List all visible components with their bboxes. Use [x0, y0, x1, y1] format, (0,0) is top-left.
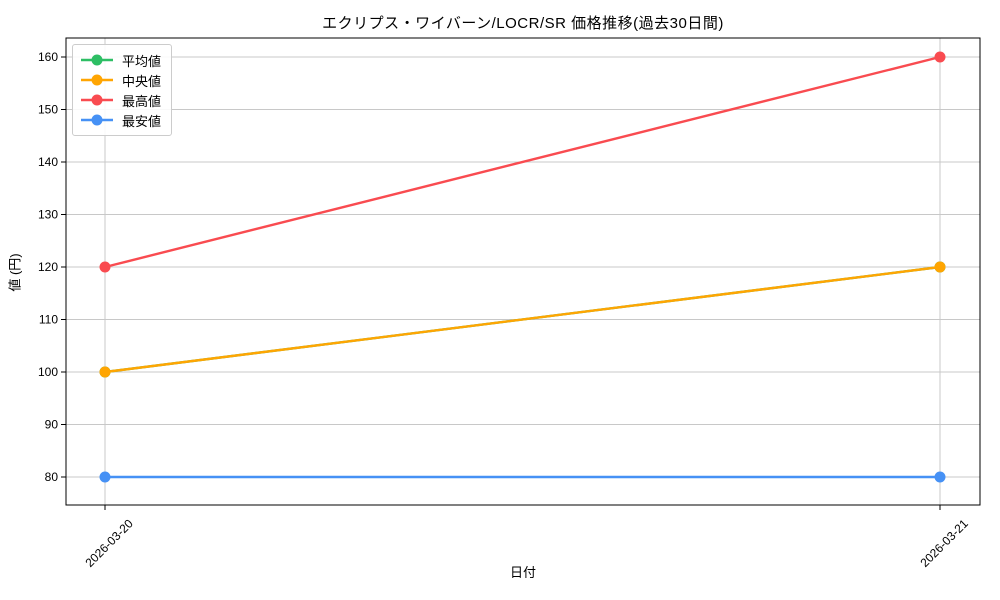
y-tick-label: 90 [45, 418, 59, 432]
series-line-max [103, 55, 942, 269]
series-line-median [103, 265, 942, 374]
gridlines [66, 38, 980, 505]
y-tick-label: 80 [45, 470, 59, 484]
series-max [99, 51, 946, 273]
y-tick-label: 140 [38, 155, 58, 169]
legend-swatch-median [81, 74, 113, 86]
legend-item-mean: 平均値 [80, 50, 161, 70]
legend-swatch-mean [81, 54, 113, 66]
y-tick-label: 110 [39, 313, 58, 327]
series-marker-max [934, 51, 946, 63]
legend-item-min: 最安値 [80, 110, 161, 130]
legend-item-median: 中央値 [80, 70, 161, 90]
y-tick-label: 160 [38, 50, 58, 64]
series-marker-median [99, 366, 111, 378]
x-tick-label: 2026-03-20 [83, 516, 137, 570]
series-marker-min [99, 471, 111, 483]
series-median [99, 261, 946, 378]
legend-marker-icon [91, 94, 103, 106]
legend-marker-icon [91, 74, 103, 86]
legend-label-max: 最高値 [122, 93, 162, 109]
x-axis-label: 日付 [509, 565, 536, 580]
x-tick-label: 2026-03-21 [918, 516, 972, 570]
y-tick-label: 130 [38, 208, 58, 222]
legend-label-min: 最安値 [122, 113, 162, 129]
y-tick-label: 120 [38, 260, 58, 274]
legend-swatch-min [81, 114, 113, 126]
series-marker-max [99, 261, 111, 273]
legend-swatch-max [81, 94, 113, 106]
legend-label-median: 中央値 [122, 73, 162, 89]
axes-frame [65, 37, 981, 506]
tick-marks [61, 56, 941, 510]
series-marker-min [934, 471, 946, 483]
legend-marker-icon [91, 54, 103, 66]
series-marker-median [934, 261, 946, 273]
y-tick-label: 100 [38, 365, 58, 379]
series-min [99, 471, 946, 483]
legend-label-mean: 平均値 [122, 53, 162, 69]
tick-labels: 80 90 100 110 120 130 140 150 160 2026-03-20 2026-… [38, 50, 971, 570]
legend-item-max: 最高値 [80, 90, 161, 110]
chart-title: エクリプス・ワイバーン/LOCR/SR 価格推移(過去30日間) [322, 15, 724, 32]
legend: 平均値中央値最高値最安値 [72, 44, 173, 136]
y-tick-label: 150 [38, 103, 58, 117]
legend-marker-icon [91, 114, 103, 126]
